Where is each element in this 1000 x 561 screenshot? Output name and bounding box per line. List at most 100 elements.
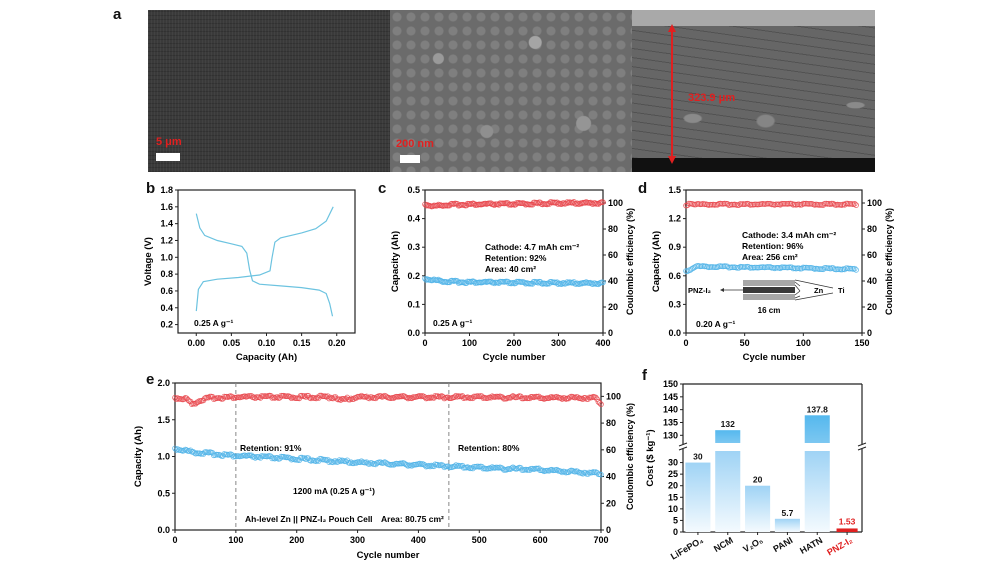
ce-point (746, 201, 752, 207)
x-tick-label: 0.10 (258, 338, 276, 348)
ce-point (343, 396, 349, 402)
y2-axis-label: Coulombic efficiency (%) (884, 208, 894, 315)
y2-axis-label: Coulombic efficiency (%) (625, 208, 635, 315)
axis-break-mark (678, 442, 688, 447)
ce-point (205, 394, 212, 401)
capacity-point (274, 455, 281, 461)
bar-value-label: 1.53 (839, 516, 856, 526)
y2-tick-label: 40 (606, 472, 616, 482)
capacity-point (348, 459, 354, 466)
capacity-point (558, 468, 564, 475)
x-tick-label: 50 (740, 338, 750, 348)
x-tick-label: 100 (462, 338, 477, 348)
x-tick-label: 150 (854, 338, 869, 348)
ce-point (347, 396, 353, 403)
capacity-point (256, 454, 262, 460)
capacity-point (746, 264, 752, 270)
ce-point (270, 394, 277, 401)
y2-tick-label: 0 (606, 525, 611, 535)
bar-value-label: 137.8 (807, 404, 829, 414)
capacity-point (302, 456, 309, 462)
y-tick-label: 0.4 (160, 303, 173, 313)
capacity-point (301, 455, 308, 461)
ce-point (427, 395, 433, 402)
ce-point (572, 394, 578, 401)
bar-value-label: 132 (721, 419, 735, 429)
y-tick-label: 1.2 (160, 235, 173, 245)
ce-point (594, 396, 600, 403)
inset-arrow-zn (794, 290, 801, 296)
capacity-point (435, 461, 441, 468)
y2-tick-label: 60 (608, 250, 618, 260)
bar-value-label: 20 (753, 475, 763, 485)
y-tick-label: 0.3 (668, 299, 681, 309)
y2-tick-label: 80 (608, 224, 618, 234)
ce-point (287, 394, 294, 400)
y-tick-label: 25 (668, 469, 678, 479)
axis-break-gap (680, 444, 686, 449)
rate-annotation: 0.20 A g⁻¹ (696, 319, 735, 329)
retention-80-annotation: Retention: 80% (458, 443, 520, 453)
y-axis-label: Capacity (Ah) (133, 426, 144, 487)
capacity-point (851, 265, 858, 272)
capacity-point (173, 447, 180, 453)
capacity-point (585, 471, 591, 477)
capacity-point (308, 458, 314, 464)
capacity-point (330, 459, 336, 466)
ce-point (724, 201, 731, 207)
area-annotation: Area: 256 cm² (742, 252, 798, 262)
capacity-point (181, 447, 187, 454)
y2-tick-label: 80 (606, 418, 616, 428)
bar-4-lower (804, 451, 830, 532)
y-tick-label: 150 (663, 379, 678, 389)
ce-point (435, 393, 441, 399)
ce-point (508, 394, 515, 400)
chart-d: 0 50 100 1500.00.30.60.91.21.5020406080100C… (651, 185, 894, 363)
ce-point (302, 394, 309, 400)
panel-label-b: b (146, 180, 156, 197)
x-tick-label: 0 (683, 338, 688, 348)
y-tick-label: 15 (668, 492, 678, 502)
y2-tick-label: 60 (867, 250, 877, 260)
capacity-point (403, 462, 410, 468)
chart-b: 0.00 0.05 0.10 0.15 0.20 0.2 0.4 0.6 0.8 1.0 1.2 1.… (143, 185, 356, 363)
y2-tick-label: 20 (867, 302, 877, 312)
capacity-point (270, 455, 277, 461)
ce-point (425, 394, 432, 401)
ce-point (593, 394, 599, 401)
capacity-point (416, 460, 423, 467)
capacity-point (687, 267, 694, 273)
inset-ti-top (743, 280, 795, 286)
axis-break-mark (857, 442, 867, 447)
ce-point (405, 395, 411, 402)
capacity-point (409, 463, 415, 469)
y2-tick-label: 20 (606, 498, 616, 508)
y-tick-label: 1.0 (157, 452, 170, 462)
x-tick-label: 400 (411, 535, 426, 545)
capacity-point (427, 463, 433, 470)
current-annotation: 1200 mA (0.25 A g⁻¹) (293, 486, 375, 496)
ce-point (853, 202, 859, 208)
capacity-point (488, 465, 494, 472)
axis-break-mark (678, 446, 688, 451)
y-tick-label: 10 (668, 504, 678, 514)
capacity-point (322, 456, 329, 463)
y-axis-label: Voltage (V) (143, 237, 154, 286)
ce-point (488, 394, 494, 401)
ce-point (574, 394, 581, 400)
chart-c: 0 100 200 300 400 0.0 0.1 0.2 0.3 0.4 0.5 0 20 40 60 80… (390, 185, 635, 363)
capacity-point (600, 279, 606, 286)
y2-tick-label: 60 (606, 445, 616, 455)
y2-axis-label: Coulombic efficiency (%) (625, 403, 635, 510)
x-tick-label: LiFePO₄ (669, 535, 705, 561)
x-axis-label: Cycle number (483, 352, 546, 363)
ce-point (229, 393, 235, 400)
capacity-point (440, 462, 446, 469)
x-axis-label: Cycle number (357, 550, 420, 561)
y-tick-label: 1.5 (157, 415, 170, 425)
y-tick-label: 0.4 (407, 214, 420, 224)
x-axis-label: Cycle number (743, 352, 806, 363)
inset-arrow-zn (794, 284, 801, 292)
